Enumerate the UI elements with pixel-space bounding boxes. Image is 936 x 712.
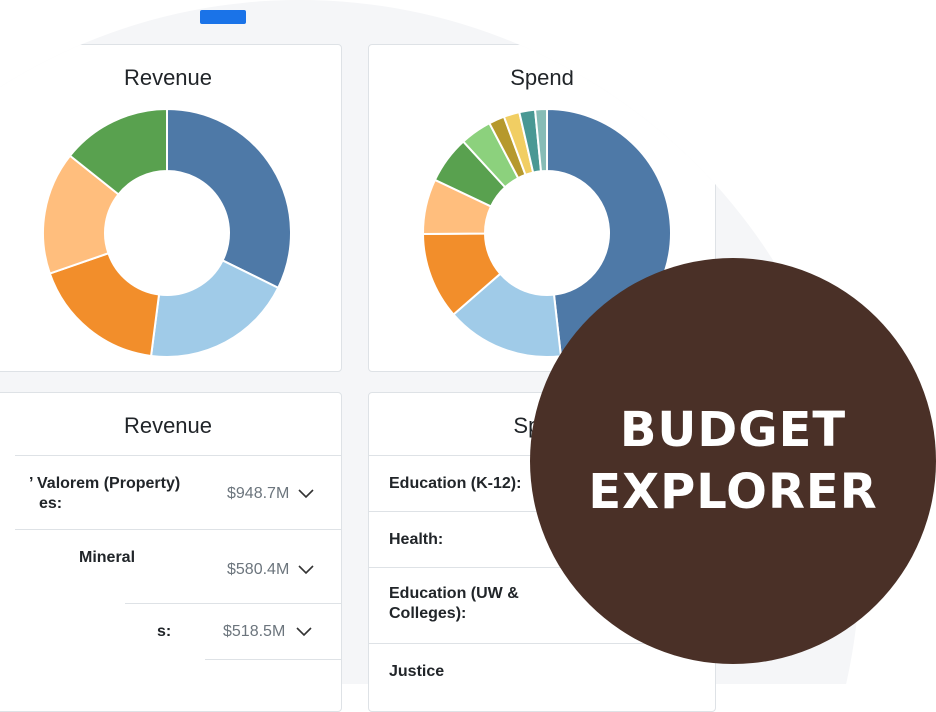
revenue-table-card: Revenue ’ Valorem (Property) es: $948.7M… [0,392,342,712]
donut-slice[interactable] [166,107,292,290]
row-value: $518.5M [223,623,286,640]
revenue-donut-chart [42,107,292,358]
donut-slice[interactable] [533,107,548,173]
row-value: $948.7M [227,485,290,502]
spending-chart-title: Spend [510,65,574,90]
row-label: Mineral [79,549,136,566]
row-label: Education (UW & Colleges): [389,585,519,622]
row-label: s: [157,623,172,640]
spending-row-justice[interactable]: Justice [369,643,715,694]
revenue-chart-card: Revenue [0,44,342,372]
badge-line-1: BUDGET [619,402,847,458]
chevron-down-icon[interactable] [295,626,313,638]
chevron-down-icon[interactable] [297,564,315,576]
spending-row-education-uw[interactable]: Education (UW & Colleges): [369,567,715,644]
revenue-row-mineral[interactable]: Mineral $580.4M [15,529,341,604]
donut-slice[interactable] [68,107,168,196]
spending-donut-chart [421,107,672,358]
revenue-row-property-taxes[interactable]: ’ Valorem (Property) es: $948.7M [15,455,341,530]
revenue-row-next[interactable] [205,659,341,700]
row-label: Justice [389,663,445,680]
header-accent-bar [200,10,246,24]
row-label: Health: [389,531,444,548]
badge-line-2: EXPLORER [588,464,878,520]
budget-explorer-badge: BUDGET EXPLORER [530,258,936,664]
donut-slice[interactable] [149,259,280,358]
revenue-table-title: Revenue [123,413,213,438]
row-label: ’ Valorem (Property) es: [29,475,181,512]
chevron-down-icon[interactable] [297,488,315,500]
row-value: $580.4M [227,561,290,578]
revenue-row-sales-taxes[interactable]: s: $518.5M [125,603,341,660]
row-label: Education (K-12): [389,475,522,492]
revenue-chart-title: Revenue [123,65,213,90]
